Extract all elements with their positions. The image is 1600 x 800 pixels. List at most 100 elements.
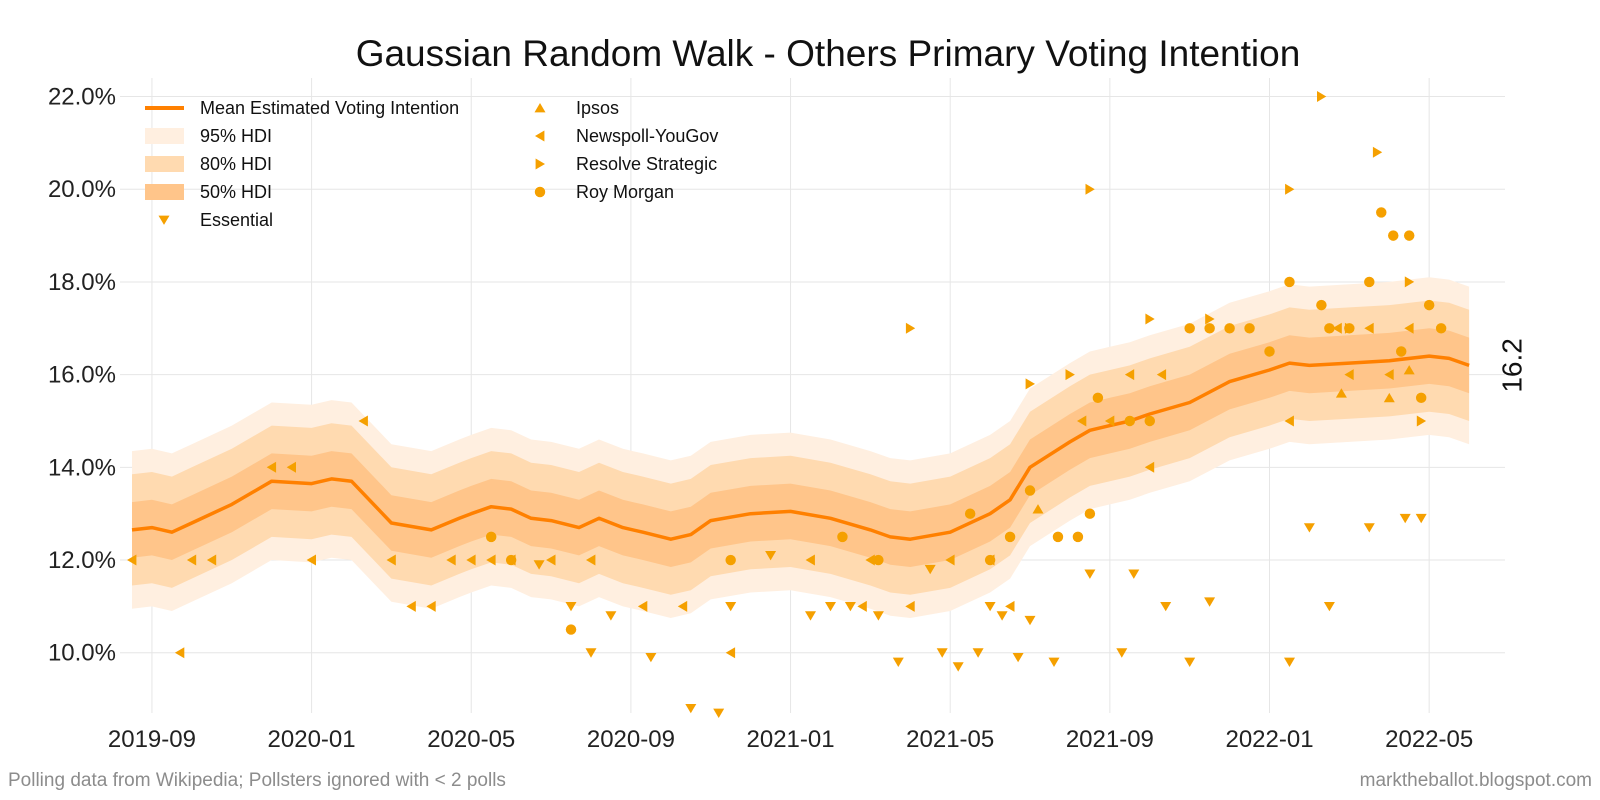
x-tick-label: 2020-05 [427,726,515,753]
ipsos-poll-point [1383,392,1395,403]
newspoll-yougov-poll-point [266,461,277,473]
resolve-strategic-poll-point [1317,91,1327,102]
legend-95-hdi-label: 95% HDI [200,126,272,146]
newspoll-yougov-poll-point [1404,322,1414,334]
resolve-strategic-poll-point [1372,146,1383,158]
legend-50-hdi-swatch [145,184,184,200]
roy-morgan-poll-point [1244,323,1255,334]
roy-morgan-poll-point [1092,392,1104,404]
essential-poll-point [996,611,1008,621]
resolve-strategic-poll-point [1085,183,1095,195]
y-tick-label: 10.0% [48,640,116,667]
x-tick-label: 2021-09 [1066,726,1154,753]
resolve-strategic-poll-point [1404,276,1415,288]
poll-points [127,91,1447,718]
roy-morgan-poll-point [837,531,848,543]
newspoll-yougov-poll-point [306,554,316,566]
essential-poll-point [1084,569,1096,579]
mean-line-group [131,354,1470,541]
essential-poll-point [1184,657,1196,667]
x-tick-label: 2020-01 [268,726,356,753]
newspoll-yougov-poll-point [286,461,296,473]
essential-poll-point [1415,513,1427,524]
newspoll-yougov-poll-point [1284,415,1294,427]
y-tick-label: 18.0% [48,269,116,296]
newspoll-yougov-poll-point [206,554,217,566]
legend-ipsos-label: Ipsos [576,98,619,118]
essential-poll-point [1116,648,1128,658]
roy-morgan-poll-point [1316,299,1327,311]
footer-site-credit: marktheballot.blogspot.com [1359,770,1592,791]
newspoll-yougov-poll-point [1104,415,1115,427]
essential-poll-point [685,704,697,714]
essential-poll-point [565,602,577,612]
legend: Mean Estimated Voting Intention 95% HDI 80… [145,98,718,230]
y-tick-label: 16.0% [48,362,116,389]
legend-95-hdi-swatch [145,128,184,144]
resolve-strategic-poll-point [1025,378,1035,390]
roy-morgan-poll-point [1052,531,1064,543]
legend-80-hdi-label: 80% HDI [200,154,272,174]
newspoll-yougov-poll-point [1344,369,1354,381]
essential-poll-point [1303,523,1315,533]
roy-morgan-poll-point [1403,230,1415,241]
roy-morgan-poll-point [1415,392,1427,404]
roy-morgan-poll-point [1072,531,1084,543]
essential-poll-point [1204,597,1216,607]
legend-resolve-strategic-marker [535,158,545,170]
y-tick-label: 12.0% [48,547,116,574]
legend-newspoll-yougov-label: Newspoll-YouGov [576,126,718,146]
essential-poll-point [1012,653,1024,663]
ipsos-poll-point [1032,504,1044,514]
roy-morgan-poll-point [505,554,517,566]
legend-essential-marker [158,215,170,225]
newspoll-yougov-poll-point [446,554,456,566]
legend-80-hdi-swatch [145,156,184,172]
essential-poll-point [805,611,816,621]
essential-poll-point [825,602,836,612]
newspoll-yougov-poll-point [1156,369,1167,381]
essential-poll-point [952,662,964,672]
essential-poll-point [1160,602,1172,612]
roy-morgan-poll-point [565,624,577,635]
newspoll-yougov-poll-point [1364,322,1374,334]
essential-poll-point [936,648,948,658]
roy-morgan-poll-point [1344,323,1355,334]
newspoll-yougov-poll-point [466,554,476,566]
roy-morgan-poll-point [1264,346,1275,357]
newspoll-yougov-poll-point [725,647,736,659]
essential-poll-point [844,602,856,612]
chart-title: Gaussian Random Walk - Others Primary Vo… [356,33,1301,74]
newspoll-yougov-poll-point [857,600,867,612]
essential-poll-point [972,648,984,658]
resolve-strategic-poll-point [1205,313,1215,325]
roy-morgan-poll-point [1423,299,1435,311]
y-tick-label: 14.0% [48,454,116,481]
newspoll-yougov-poll-point [174,647,185,659]
essential-poll-point [1284,657,1295,667]
roy-morgan-poll-point [1284,276,1295,288]
newspoll-yougov-poll-point [426,600,436,612]
essential-poll-point [892,657,904,667]
roy-morgan-poll-point [1224,323,1235,334]
hdi50-band [132,328,1470,567]
essential-poll-point [725,602,737,612]
newspoll-yougov-poll-point [1144,461,1155,473]
roy-morgan-poll-point [1144,415,1155,427]
newspoll-yougov-poll-point [1384,369,1394,381]
newspoll-yougov-poll-point [1332,322,1342,334]
end-value-label: 16.2 [1496,338,1527,393]
newspoll-yougov-poll-point [586,554,596,566]
legend-roy-morgan-marker [534,186,546,198]
x-tick-label: 2022-01 [1225,726,1313,753]
roy-morgan-poll-point [1364,276,1375,288]
newspoll-yougov-poll-point [358,415,368,427]
roy-morgan-poll-point [873,554,884,566]
roy-morgan-poll-point [1388,230,1399,241]
essential-poll-point [1128,569,1140,579]
newspoll-yougov-poll-point [1077,415,1087,427]
essential-poll-point [984,602,996,612]
roy-morgan-poll-point [1124,415,1136,427]
essential-poll-point [645,653,657,663]
essential-poll-point [713,708,725,718]
